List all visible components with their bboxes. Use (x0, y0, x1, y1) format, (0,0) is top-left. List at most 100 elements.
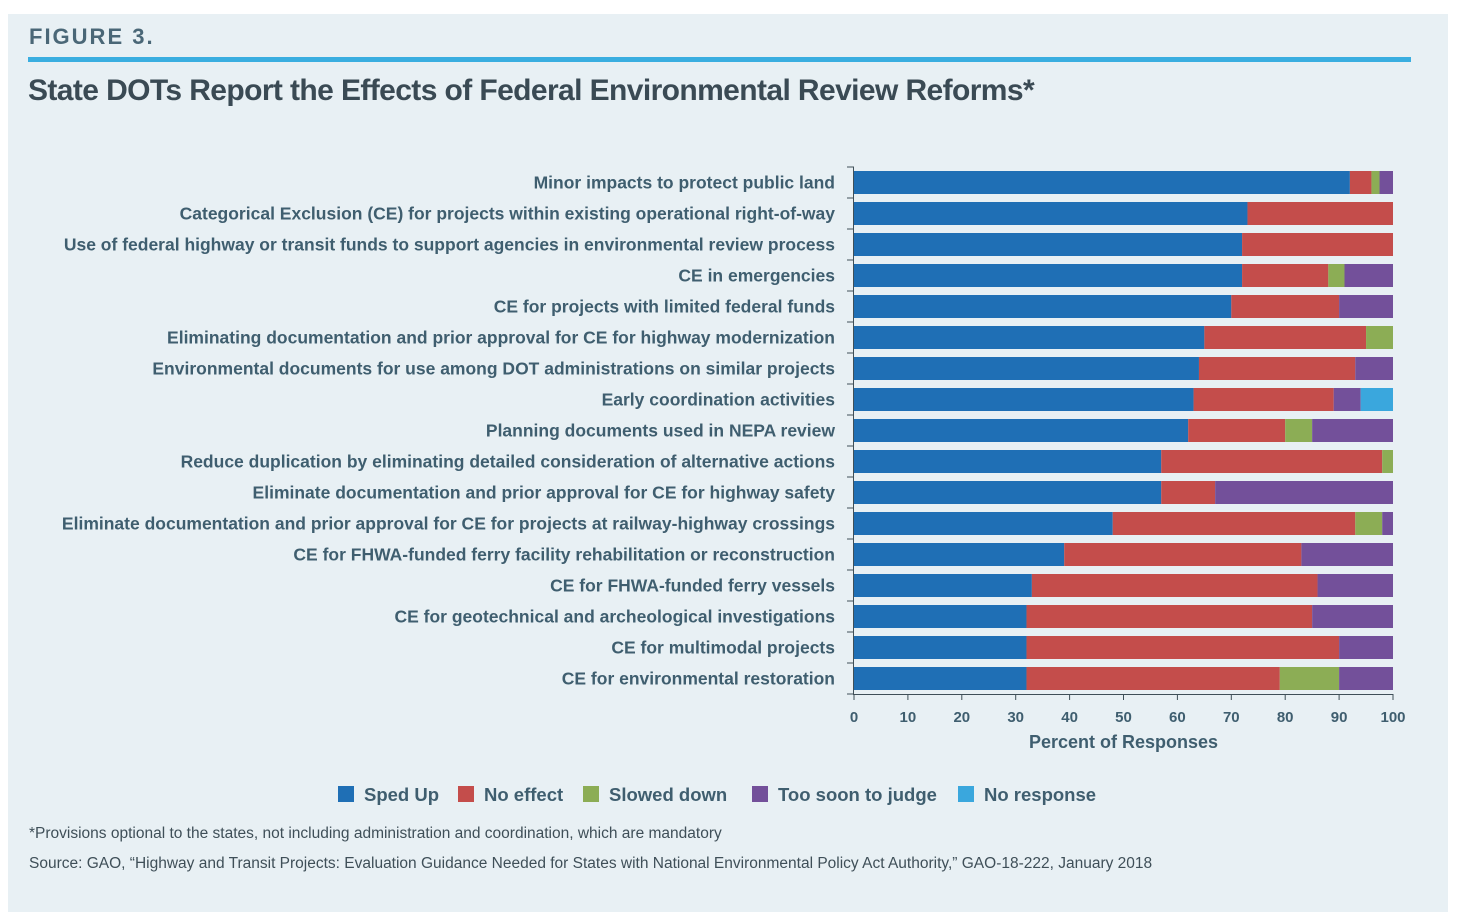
category-label: CE for geotechnical and archeological in… (394, 607, 835, 627)
bar-segment-no-effect (1242, 233, 1393, 256)
legend-swatch (458, 786, 474, 802)
bar-segment-sped-up (854, 202, 1248, 225)
bar-segment-no-response (1360, 388, 1393, 411)
legend-label: Sped Up (364, 784, 439, 805)
legend-swatch (338, 786, 354, 802)
category-label: Planning documents used in NEPA review (486, 421, 835, 441)
bar-segment-slowed-down (1371, 171, 1380, 194)
bar-segment-sped-up (854, 574, 1032, 597)
bar-segment-sped-up (854, 481, 1162, 504)
legend-label: No response (984, 784, 1096, 805)
bar-segment-no-effect (1026, 636, 1340, 659)
category-label: Eliminate documentation and prior approv… (253, 483, 836, 503)
legend-label: Slowed down (609, 784, 727, 805)
category-label: Use of federal highway or transit funds … (64, 235, 835, 255)
x-axis-title: Percent of Responses (1029, 732, 1218, 752)
category-label: CE for FHWA-funded ferry facility rehabi… (293, 545, 835, 565)
x-tick-label: 0 (850, 709, 858, 726)
bar-segment-no-effect (1231, 295, 1340, 318)
bar-segment-no-effect (1026, 605, 1313, 628)
x-tick-label: 30 (1007, 709, 1024, 726)
bar-segment-no-effect (1349, 171, 1372, 194)
bar-segment-too-soon-to-judge (1301, 543, 1393, 566)
bar-segment-too-soon-to-judge (1339, 636, 1393, 659)
bar-segment-too-soon-to-judge (1339, 667, 1393, 690)
bar-segment-slowed-down (1279, 667, 1340, 690)
footnote: *Provisions optional to the states, not … (29, 825, 722, 842)
bar-segment-slowed-down (1355, 512, 1383, 535)
category-label: Categorical Exclusion (CE) for projects … (180, 204, 836, 224)
bar-segment-sped-up (854, 233, 1243, 256)
x-tick-label: 50 (1115, 709, 1132, 726)
x-tick-label: 10 (900, 709, 917, 726)
bar-segment-sped-up (854, 264, 1243, 287)
bar-segment-sped-up (854, 450, 1162, 473)
category-label: Early coordination activities (602, 390, 836, 410)
bar-segment-too-soon-to-judge (1344, 264, 1393, 287)
bar-segment-sped-up (854, 171, 1350, 194)
legend-label: No effect (484, 784, 563, 805)
bar-segment-too-soon-to-judge (1312, 605, 1393, 628)
bar-segment-no-effect (1031, 574, 1318, 597)
bar-segment-too-soon-to-judge (1215, 481, 1393, 504)
category-label: Minor impacts to protect public land (534, 173, 835, 193)
bar-segment-slowed-down (1366, 326, 1393, 349)
bar-segment-no-effect (1026, 667, 1280, 690)
category-label: Eliminating documentation and prior appr… (167, 328, 835, 348)
category-label: Environmental documents for use among DO… (152, 359, 835, 379)
legend-swatch (752, 786, 768, 802)
chart-title: State DOTs Report the Effects of Federal… (28, 74, 1035, 107)
category-label: CE in emergencies (678, 266, 835, 286)
x-tick-label: 80 (1277, 709, 1294, 726)
bar-segment-sped-up (854, 388, 1194, 411)
bar-segment-too-soon-to-judge (1339, 295, 1393, 318)
bar-segment-slowed-down (1382, 450, 1393, 473)
bar-segment-too-soon-to-judge (1312, 419, 1393, 442)
category-label: Reduce duplication by eliminating detail… (181, 452, 836, 472)
x-tick-label: 90 (1331, 709, 1348, 726)
category-label: Eliminate documentation and prior approv… (62, 514, 835, 534)
title-rule (28, 57, 1411, 62)
x-tick-label: 60 (1169, 709, 1186, 726)
bar-segment-sped-up (854, 667, 1027, 690)
legend-swatch (958, 786, 974, 802)
bar-segment-sped-up (854, 543, 1065, 566)
bar-segment-slowed-down (1328, 264, 1345, 287)
bar-segment-no-effect (1161, 481, 1216, 504)
source-note: Source: GAO, “Highway and Transit Projec… (29, 855, 1153, 872)
figure-label: FIGURE 3. (29, 24, 155, 49)
category-label: CE for projects with limited federal fun… (494, 297, 836, 317)
bar-segment-no-effect (1247, 202, 1393, 225)
bar-segment-sped-up (854, 295, 1232, 318)
bar-segment-no-effect (1188, 419, 1286, 442)
category-label: CE for FHWA-funded ferry vessels (550, 576, 835, 596)
bar-segment-too-soon-to-judge (1382, 512, 1393, 535)
x-tick-label: 100 (1380, 709, 1405, 726)
bar-segment-too-soon-to-judge (1317, 574, 1393, 597)
x-tick-label: 40 (1061, 709, 1078, 726)
bar-segment-too-soon-to-judge (1379, 171, 1393, 194)
bar-segment-no-effect (1112, 512, 1356, 535)
category-label: CE for multimodal projects (611, 638, 835, 658)
bar-segment-too-soon-to-judge (1355, 357, 1393, 380)
bar-segment-no-effect (1198, 357, 1356, 380)
legend-swatch (583, 786, 599, 802)
bar-segment-sped-up (854, 357, 1199, 380)
bar-segment-no-effect (1161, 450, 1383, 473)
bar-segment-no-effect (1204, 326, 1367, 349)
bar-segment-sped-up (854, 326, 1205, 349)
category-label: CE for environmental restoration (562, 669, 835, 689)
bar-segment-slowed-down (1285, 419, 1313, 442)
bar-segment-sped-up (854, 419, 1189, 442)
bar-segment-no-effect (1193, 388, 1334, 411)
bar-segment-sped-up (854, 605, 1027, 628)
x-tick-label: 70 (1223, 709, 1240, 726)
bar-segment-no-effect (1242, 264, 1329, 287)
bar-segment-no-effect (1064, 543, 1302, 566)
x-tick-label: 20 (953, 709, 970, 726)
legend-label: Too soon to judge (778, 784, 937, 805)
bar-segment-sped-up (854, 512, 1113, 535)
bar-segment-too-soon-to-judge (1333, 388, 1361, 411)
bar-segment-sped-up (854, 636, 1027, 659)
